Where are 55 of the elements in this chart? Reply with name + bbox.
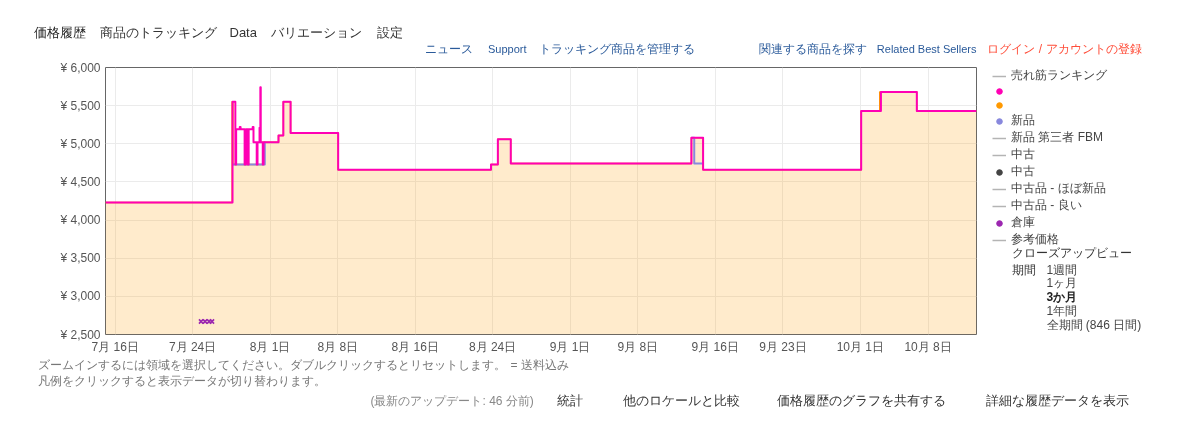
- y-tick-label: ¥ 2,500: [59, 327, 101, 342]
- legend-label: 新品: [1011, 112, 1035, 129]
- x-tick-label: 8月 16日: [391, 339, 439, 354]
- legend-label: 売れ筋ランキング: [1011, 67, 1107, 84]
- legend-label: 中古: [1011, 146, 1035, 163]
- y-tick-label: ¥ 5,500: [59, 98, 101, 113]
- legend-label: 中古: [1011, 163, 1035, 180]
- text: 凡例をクリックすると表示データが切り替わります。: [37, 373, 326, 388]
- text: 全期間 (846 日間): [1046, 317, 1142, 332]
- x-tick-label: 7月 24日: [168, 339, 217, 354]
- x-tick-label: 8月 1日: [249, 339, 291, 354]
- text: バリエーション: [269, 25, 362, 40]
- text: 1年間: [1046, 303, 1078, 318]
- text: 期間: [1011, 262, 1036, 277]
- y-tick-label: ¥ 5,000: [59, 136, 101, 151]
- x-tick-label: 8月 8日: [317, 339, 359, 354]
- legend-label: 中古品 - ほぼ新品: [1011, 180, 1106, 197]
- text: ズームインするには領域を選択してください。ダブルクリックするとリセットします。: [37, 357, 506, 372]
- legend-label: 参考価格: [1011, 231, 1059, 247]
- x-tick-label: 8月 24日: [468, 339, 517, 354]
- text: クローズアップビュー: [1011, 245, 1132, 260]
- text: 商品のトラッキング: [99, 25, 218, 40]
- y-tick-label: ¥ 3,500: [59, 251, 101, 266]
- y-tick-label: ¥ 4,500: [59, 174, 101, 189]
- text: 3か月: [1046, 289, 1078, 304]
- x-tick-label: 9月 8日: [617, 339, 659, 354]
- text: 価格履歴のグラフを共有する: [776, 393, 946, 408]
- text: 価格履歴: [33, 25, 86, 40]
- x-tick-label: 9月 1日: [549, 339, 591, 354]
- text: ニュース: [424, 41, 473, 56]
- text: 関連する商品を探す: [758, 41, 867, 56]
- text: Support: [487, 42, 527, 55]
- text: Data: [229, 25, 258, 40]
- text: 設定: [376, 25, 403, 40]
- y-tick-label: ¥ 4,000: [59, 213, 101, 228]
- legend-label: 倉庫: [1011, 214, 1035, 231]
- y-tick-label: ¥ 3,000: [59, 289, 101, 304]
- legend-label: 中古品 - 良い: [1011, 197, 1082, 214]
- text: トラッキング商品を管理する: [538, 41, 695, 56]
- text: ログイン / アカウントの登録: [987, 41, 1142, 56]
- x-tick-label: 10月 8日: [904, 339, 952, 354]
- text: 詳細な履歴データを表示: [985, 393, 1129, 408]
- text: (最新のアップデート: 46 分前): [370, 393, 534, 408]
- text: Related Best Sellers: [876, 42, 977, 55]
- x-tick-label: 7月 16日: [91, 339, 139, 354]
- text: 他のロケールと比較: [622, 393, 740, 408]
- text: 1週間: [1046, 262, 1078, 277]
- x-tick-label: 9月 23日: [759, 339, 807, 354]
- text: = 送料込み: [510, 357, 569, 372]
- x-tick-label: 9月 16日: [691, 339, 739, 354]
- text: 統計: [556, 393, 583, 408]
- text: 1ヶ月: [1046, 275, 1078, 290]
- legend-label: 新品 第三者 FBM: [1011, 129, 1103, 146]
- y-tick-label: ¥ 6,000: [59, 60, 101, 75]
- x-tick-label: 10月 1日: [836, 339, 885, 354]
